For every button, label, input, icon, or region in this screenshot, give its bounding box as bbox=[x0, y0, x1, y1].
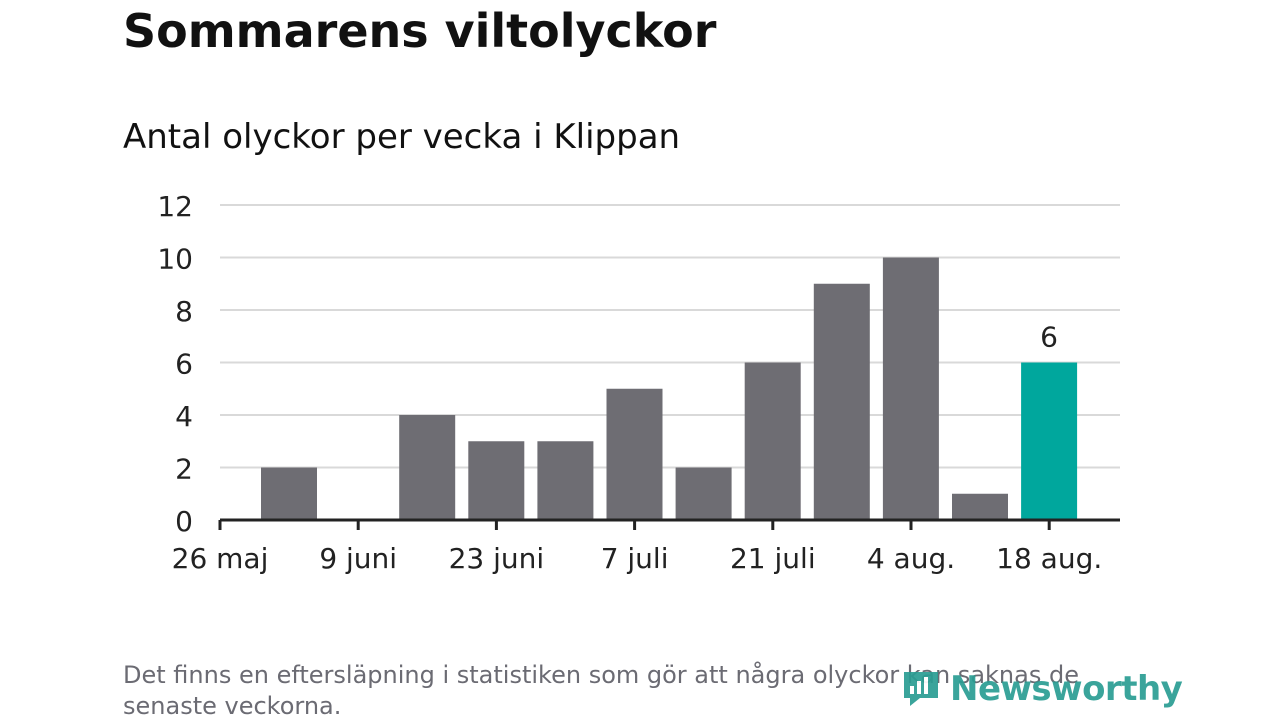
bar-chart: 0 2 4 6 8 10 12 26 maj 9 juni 23 juni 7 juli 21 ju… bbox=[157, 190, 1120, 575]
y-tick-label: 6 bbox=[175, 348, 193, 381]
gridlines bbox=[220, 204, 1120, 469]
bars bbox=[261, 257, 1078, 520]
chart-subtitle: Antal olyckor per vecka i Klippan bbox=[123, 117, 681, 157]
x-tick-label: 26 maj bbox=[172, 542, 269, 575]
newsworthy-logo-text: Newsworthy bbox=[950, 669, 1183, 709]
y-tick-label: 8 bbox=[175, 295, 193, 328]
y-tick-label: 4 bbox=[175, 400, 193, 433]
bar bbox=[675, 467, 732, 520]
bar bbox=[952, 493, 1008, 520]
bar bbox=[606, 388, 663, 520]
bar bbox=[399, 415, 456, 520]
bar bbox=[468, 441, 525, 520]
bar bbox=[537, 441, 594, 520]
x-tick-label: 7 juli bbox=[601, 542, 669, 575]
x-axis-ticks: 26 maj 9 juni 23 juni 7 juli 21 juli 4 aug. 18… bbox=[172, 520, 1102, 575]
bar bbox=[882, 257, 939, 520]
bar bbox=[261, 467, 317, 520]
x-tick-label: 23 juni bbox=[449, 542, 545, 575]
y-tick-label: 10 bbox=[157, 243, 193, 276]
y-tick-label: 0 bbox=[175, 505, 193, 538]
bar bbox=[813, 283, 870, 520]
y-tick-label: 2 bbox=[175, 453, 193, 486]
x-tick-label: 18 aug. bbox=[996, 542, 1102, 575]
bar-highlighted bbox=[1021, 362, 1078, 520]
data-labels: 6 bbox=[1040, 321, 1058, 354]
x-tick-label: 21 juli bbox=[730, 542, 816, 575]
bar bbox=[744, 362, 801, 520]
chart-title: Sommarens viltolyckor bbox=[123, 4, 717, 58]
x-tick-label: 9 juni bbox=[319, 542, 397, 575]
y-tick-label: 12 bbox=[157, 190, 193, 223]
data-label: 6 bbox=[1040, 321, 1058, 354]
newsworthy-logo-icon bbox=[904, 672, 938, 706]
x-tick-label: 4 aug. bbox=[867, 542, 955, 575]
newsworthy-logo: Newsworthy bbox=[900, 668, 1183, 710]
y-axis-ticks: 0 2 4 6 8 10 12 bbox=[157, 190, 193, 538]
